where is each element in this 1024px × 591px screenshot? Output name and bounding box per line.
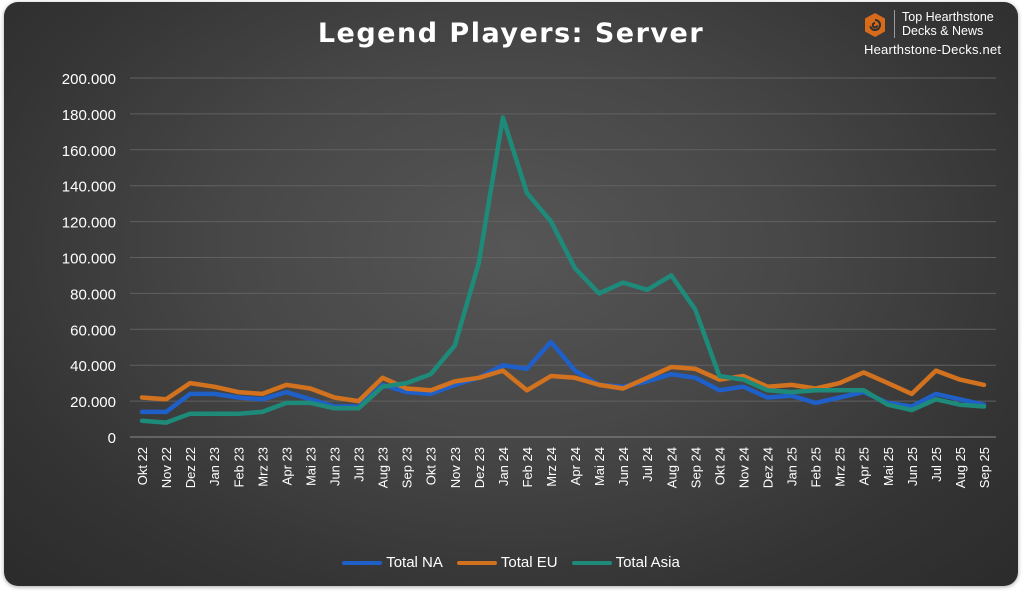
x-tick-label: Feb 25	[809, 447, 824, 487]
x-tick-label: Nov 22	[159, 447, 174, 488]
x-tick-label: Okt 23	[424, 447, 439, 485]
x-tick-label: Okt 24	[712, 447, 727, 485]
x-tick-label: Sep 25	[977, 447, 992, 488]
chart-title: Legend Players: Server	[317, 18, 705, 49]
brand-divider	[894, 10, 895, 38]
x-tick-label: Mai 25	[881, 447, 896, 486]
x-tick-label: Feb 24	[520, 447, 535, 487]
brand-tagline-2: Decks & News	[902, 24, 984, 38]
y-tick-label: 0	[108, 430, 116, 447]
legend-swatch-eu	[456, 560, 497, 565]
legend-label-na: Total NA	[386, 554, 443, 571]
x-tick-label: Aug 25	[953, 447, 968, 488]
x-tick-label: Mrz 23	[255, 447, 270, 487]
legend-item-asia: Total Asia	[571, 554, 680, 571]
series-line-total-asia	[139, 115, 987, 425]
brand-url: Hearthstone-Decks.net	[864, 42, 1002, 57]
x-tick-label: Jun 25	[905, 447, 920, 486]
legend-item-na: Total NA	[342, 554, 443, 571]
x-tick-label: Apr 24	[568, 447, 583, 485]
legend-label-asia: Total Asia	[615, 554, 680, 571]
x-tick-label: Jan 23	[207, 447, 222, 486]
x-tick-label: Nov 23	[448, 447, 463, 488]
x-tick-label: Apr 25	[857, 447, 872, 485]
y-tick-label: 40.000	[70, 358, 116, 375]
x-tick-label: Dez 24	[760, 447, 775, 488]
x-tick-label: Okt 22	[135, 447, 150, 485]
chart-card: Legend Players: Server Top Hearthstone D…	[4, 2, 1018, 586]
x-tick-label: Aug 24	[664, 447, 679, 488]
x-tick-label: Aug 23	[376, 447, 391, 488]
x-tick-label: Jun 24	[616, 447, 631, 486]
chart-legend: Total NA Total EU Total Asia	[4, 554, 1018, 571]
x-tick-label: Dez 23	[472, 447, 487, 488]
brand-block[interactable]: Top Hearthstone Decks & News Hearthstone…	[864, 8, 1004, 60]
y-tick-label: 200.000	[62, 71, 116, 88]
x-tick-label: Jul 24	[640, 447, 655, 482]
x-tick-label: Jan 24	[496, 447, 511, 486]
x-tick-label: Jun 23	[327, 447, 342, 486]
brand-tagline-1: Top Hearthstone	[902, 10, 994, 24]
legend-label-eu: Total EU	[500, 554, 558, 571]
y-tick-label: 100.000	[62, 251, 116, 268]
y-tick-label: 80.000	[70, 286, 116, 303]
y-tick-label: 20.000	[70, 394, 116, 411]
x-tick-label: Mai 23	[303, 447, 318, 486]
series-line-total-eu	[139, 364, 987, 404]
x-tick-label: Sep 23	[400, 447, 415, 488]
x-tick-label: Mrz 25	[833, 447, 848, 487]
y-tick-label: 160.000	[62, 143, 116, 160]
x-tick-label: Feb 23	[231, 447, 246, 487]
x-tick-label: Jul 23	[352, 447, 367, 482]
x-tick-label: Sep 24	[688, 447, 703, 488]
line-chart: 0 20.000 40.000 60.000 80.000 100.000 120.000 1…	[62, 71, 996, 488]
x-tick-label: Jul 25	[929, 447, 944, 482]
x-tick-label: Dez 22	[183, 447, 198, 488]
y-tick-label: 60.000	[70, 322, 116, 339]
x-tick-label: Mrz 24	[544, 447, 559, 487]
y-tick-label: 180.000	[62, 107, 116, 124]
x-tick-label: Jan 25	[785, 447, 800, 486]
x-tick-label: Nov 24	[736, 447, 751, 488]
y-tick-label: 140.000	[62, 179, 116, 196]
x-tick-label: Apr 23	[279, 447, 294, 485]
legend-item-eu: Total EU	[456, 554, 558, 571]
series-line-total-na	[139, 339, 987, 415]
y-tick-label: 120.000	[62, 215, 116, 232]
legend-swatch-asia	[571, 560, 612, 565]
x-tick-label: Mai 24	[592, 447, 607, 486]
legend-swatch-na	[342, 560, 383, 565]
hexagon-spiral-icon	[865, 13, 885, 37]
